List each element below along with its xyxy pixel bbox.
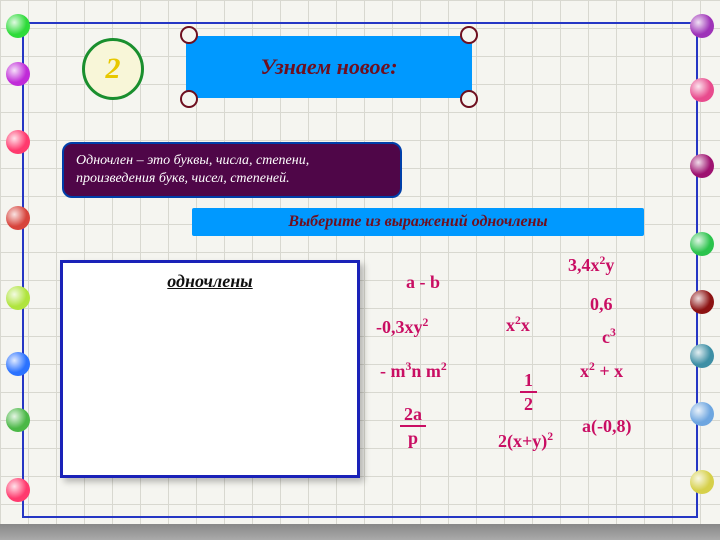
scroll-cap-tl bbox=[180, 26, 198, 44]
title-text: Узнаем новое: bbox=[260, 54, 397, 80]
bead bbox=[6, 62, 30, 86]
slide-number: 2 bbox=[106, 52, 121, 86]
expression-e12[interactable]: a(-0,8) bbox=[582, 416, 631, 437]
answer-box: одночлены bbox=[60, 260, 360, 478]
bottom-shade bbox=[0, 524, 720, 540]
expression-e2[interactable]: -0,3xy2 bbox=[376, 316, 428, 338]
instruction-bar: Выберите из выражений одночлены bbox=[192, 208, 644, 236]
expression-e1[interactable]: a - b bbox=[406, 272, 440, 293]
answer-box-title: одночлены bbox=[63, 271, 357, 292]
expression-e7[interactable]: 2(x+y)2 bbox=[498, 430, 553, 452]
expression-e3[interactable]: - m3n m2 bbox=[380, 360, 447, 382]
definition-text: Одночлен – это буквы, числа, степени, пр… bbox=[76, 153, 309, 186]
bead bbox=[6, 14, 30, 38]
bead bbox=[690, 78, 714, 102]
title-banner: Узнаем новое: bbox=[186, 36, 472, 98]
expression-e11[interactable]: x2 + x bbox=[580, 360, 623, 382]
scroll-cap-bl bbox=[180, 90, 198, 108]
bead bbox=[6, 478, 30, 502]
bead bbox=[6, 130, 30, 154]
bead bbox=[690, 470, 714, 494]
bead bbox=[690, 232, 714, 256]
instruction-text: Выберите из выражений одночлены bbox=[288, 213, 547, 231]
bead bbox=[690, 402, 714, 426]
bead bbox=[6, 352, 30, 376]
expression-e4[interactable]: 2ap bbox=[400, 404, 426, 447]
bead bbox=[6, 408, 30, 432]
expression-e6[interactable]: 12 bbox=[520, 370, 537, 413]
bead bbox=[6, 286, 30, 310]
bead bbox=[690, 344, 714, 368]
expression-e8[interactable]: 3,4x2y bbox=[568, 254, 614, 276]
scroll-cap-br bbox=[460, 90, 478, 108]
expression-e10[interactable]: c3 bbox=[602, 326, 616, 348]
bead bbox=[6, 206, 30, 230]
bead bbox=[690, 154, 714, 178]
expression-e9[interactable]: 0,6 bbox=[590, 294, 613, 315]
bead bbox=[690, 290, 714, 314]
slide-number-badge: 2 bbox=[82, 38, 144, 100]
definition-box: Одночлен – это буквы, числа, степени, пр… bbox=[62, 142, 402, 198]
scroll-cap-tr bbox=[460, 26, 478, 44]
expression-e5[interactable]: x2x bbox=[506, 314, 530, 336]
bead bbox=[690, 14, 714, 38]
